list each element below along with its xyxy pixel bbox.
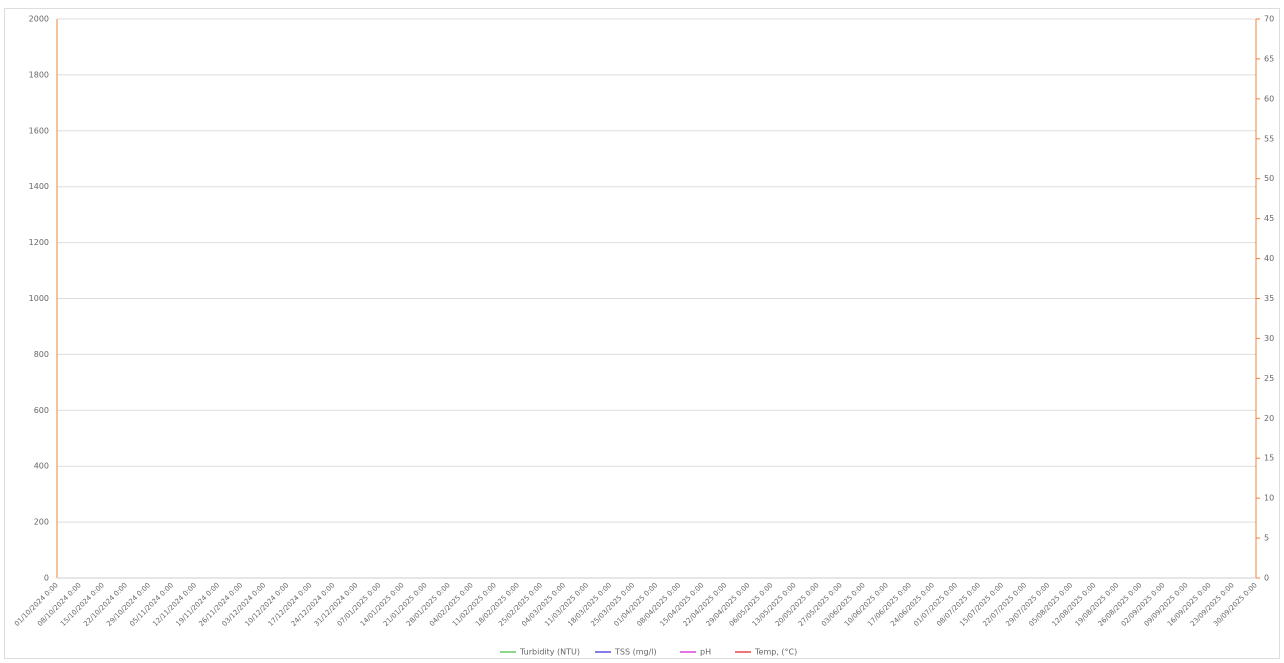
y-tick-label: 1200 (29, 238, 49, 247)
y-tick-label: 1400 (29, 182, 49, 191)
y2-tick-label: 30 (1264, 334, 1274, 343)
y2-tick-label: 0 (1264, 574, 1269, 583)
y-tick-label: 400 (34, 462, 49, 471)
legend-label: Turbidity (NTU) (519, 648, 580, 657)
y2-tick-label: 15 (1264, 454, 1274, 463)
x-tick-label: 30/09/2025 0:00 (1212, 581, 1259, 628)
y-tick-label: 600 (34, 406, 49, 415)
legend-label: pH (700, 648, 711, 657)
y2-tick-label: 60 (1264, 94, 1274, 103)
y2-tick-label: 20 (1264, 414, 1274, 423)
y2-tick-label: 70 (1264, 15, 1274, 24)
y-tick-label: 1800 (29, 70, 49, 79)
y2-tick-label: 10 (1264, 494, 1274, 503)
y2-tick-label: 35 (1264, 294, 1274, 303)
y2-tick-label: 50 (1264, 174, 1274, 183)
y-tick-label: 0 (44, 574, 49, 583)
y-tick-label: 1000 (29, 294, 49, 303)
y2-tick-label: 65 (1264, 54, 1274, 63)
y2-tick-label: 55 (1264, 134, 1274, 143)
y-tick-label: 2000 (29, 15, 49, 24)
y2-tick-label: 40 (1264, 254, 1274, 263)
y2-tick-label: 5 (1264, 534, 1269, 543)
legend-label: Temp, (°C) (754, 648, 797, 657)
y2-tick-label: 25 (1264, 374, 1274, 383)
y-tick-label: 800 (34, 350, 49, 359)
y2-tick-label: 45 (1264, 214, 1274, 223)
y-tick-label: 200 (34, 518, 49, 527)
y-tick-label: 1600 (29, 126, 49, 135)
legend-label: TSS (mg/l) (614, 648, 657, 657)
chart-frame (4, 8, 1280, 659)
